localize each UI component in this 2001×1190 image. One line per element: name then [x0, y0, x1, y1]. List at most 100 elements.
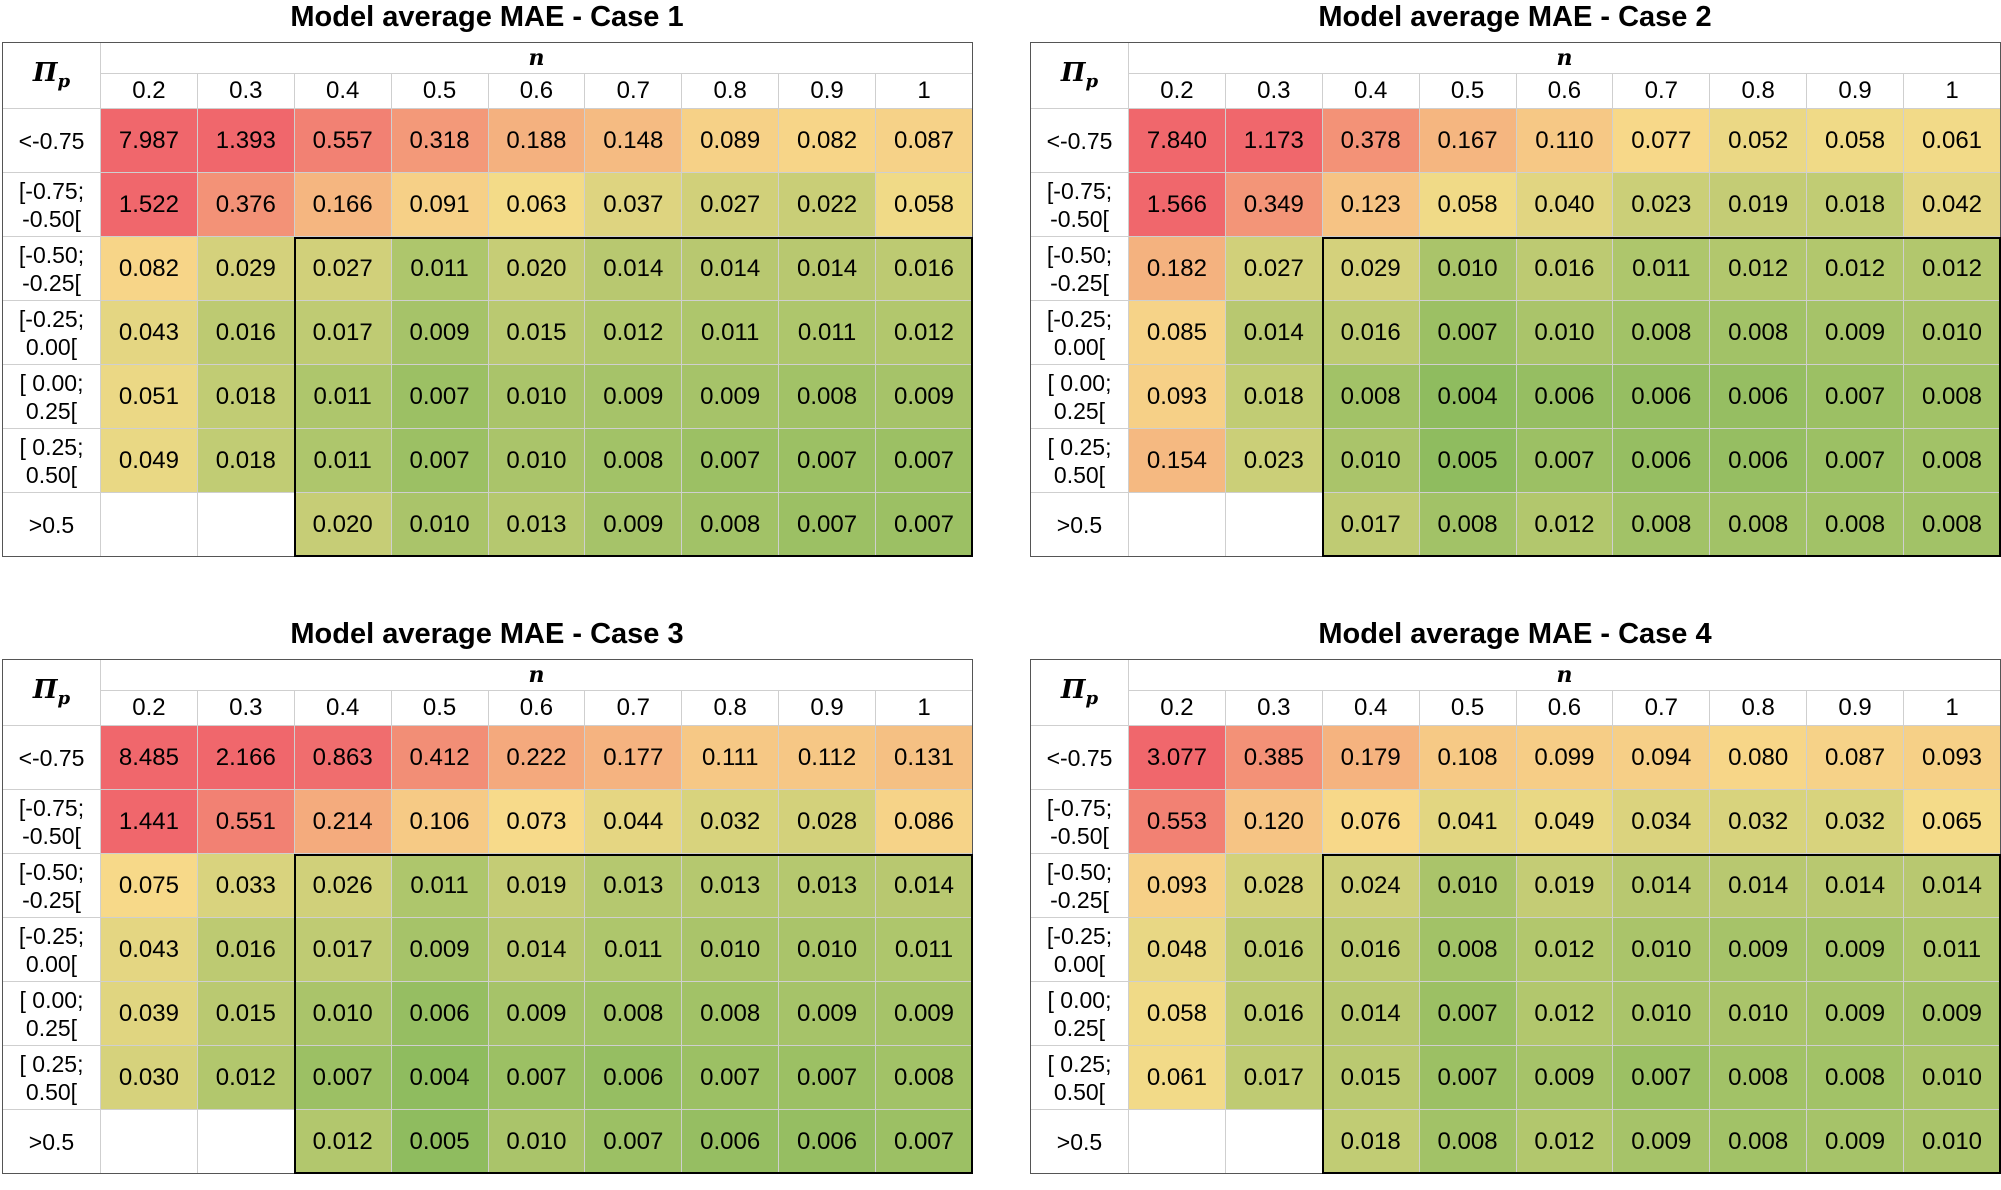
heatmap-cell: 0.014	[1806, 853, 1904, 918]
heatmap-cell: 0.008	[584, 981, 683, 1046]
column-tick-label: 0.9	[778, 690, 876, 726]
heatmap-cell: 0.089	[681, 108, 780, 173]
heatmap-cell: 0.016	[1515, 236, 1614, 301]
column-tick-label: 0.5	[390, 690, 489, 726]
heatmap-cell: 0.177	[584, 725, 683, 790]
heatmap-cell: 0.007	[875, 1109, 973, 1174]
heatmap-cell: 0.015	[196, 981, 295, 1046]
heatmap-cell: 0.005	[1418, 428, 1517, 493]
heatmap-cell: 1.173	[1224, 108, 1323, 173]
heatmap-cell: 0.006	[1612, 364, 1711, 429]
heatmap-cell: 0.058	[1418, 172, 1517, 237]
heatmap-cell: 0.008	[1903, 364, 2001, 429]
heatmap-cell: 0.012	[1515, 981, 1614, 1046]
heatmap-cell: 0.009	[584, 492, 683, 557]
heatmap-cell: 0.082	[100, 236, 198, 301]
heatmap-table: Πp n 0.2 0.3 0.4 0.5 0.6 0.7 0.8 0.9 1 <-0.75 7.840 1…	[1030, 42, 2001, 557]
heatmap-cell: 0.010	[1418, 236, 1517, 301]
heatmap-cell: 0.018	[196, 428, 295, 493]
heatmap-cell: 0.010	[681, 917, 780, 982]
heatmap-cell: 0.080	[1709, 725, 1808, 790]
heatmap-cell: 0.013	[778, 853, 876, 918]
row-tick-label: >0.5	[2, 492, 101, 557]
column-tick-label: 1	[1903, 73, 2001, 109]
heatmap-table: Πp n 0.2 0.3 0.4 0.5 0.6 0.7 0.8 0.9 1 <-0.75 8.485 2…	[2, 659, 973, 1174]
heatmap-cell: 0.058	[1128, 981, 1226, 1046]
row-axis-label-text: Πp	[32, 58, 71, 93]
heatmap-cell: 0.014	[1612, 853, 1711, 918]
heatmap-cell: 0.010	[487, 364, 586, 429]
row-axis-label-text: Πp	[1060, 675, 1099, 710]
heatmap-cell: 0.010	[1903, 1109, 2001, 1174]
heatmap-cell: 0.008	[1418, 917, 1517, 982]
heatmap-cell: 0.026	[293, 853, 392, 918]
heatmap-cell-empty	[196, 1109, 295, 1174]
heatmap-cell: 0.011	[681, 300, 780, 365]
heatmap-cell: 0.009	[681, 364, 780, 429]
row-tick-label: [-0.50; -0.25[	[2, 236, 101, 301]
row-tick-label: [ 0.25; 0.50[	[1030, 1045, 1129, 1110]
heatmap-cell: 0.014	[584, 236, 683, 301]
heatmap-cell: 0.052	[1709, 108, 1808, 173]
heatmap-cell: 0.093	[1128, 364, 1226, 429]
heatmap-cell: 0.007	[1418, 300, 1517, 365]
column-tick-label: 0.7	[1612, 690, 1711, 726]
heatmap-cell: 0.010	[293, 981, 392, 1046]
heatmap-cell: 0.012	[196, 1045, 295, 1110]
heatmap-cell: 0.015	[487, 300, 586, 365]
row-tick-label: [-0.25; 0.00[	[2, 300, 101, 365]
heatmap-cell: 0.033	[196, 853, 295, 918]
heatmap-cell: 0.011	[293, 428, 392, 493]
heatmap-cell: 0.010	[778, 917, 876, 982]
heatmap-cell: 0.077	[1612, 108, 1711, 173]
heatmap-cell: 0.009	[584, 364, 683, 429]
column-tick-label: 0.4	[1321, 73, 1420, 109]
heatmap-cell: 0.553	[1128, 789, 1226, 854]
heatmap-cell: 0.010	[487, 428, 586, 493]
column-tick-label: 0.7	[584, 73, 683, 109]
heatmap-cell: 0.034	[1612, 789, 1711, 854]
heatmap-cell: 0.082	[778, 108, 876, 173]
heatmap-cell: 0.009	[1806, 300, 1904, 365]
heatmap-cell: 0.049	[1515, 789, 1614, 854]
heatmap-cell: 0.085	[1128, 300, 1226, 365]
heatmap-cell: 7.840	[1128, 108, 1226, 173]
heatmap-cell: 0.012	[1903, 236, 2001, 301]
heatmap-cell: 0.008	[1709, 300, 1808, 365]
column-tick-label: 1	[875, 690, 973, 726]
heatmap-cell: 0.010	[1612, 981, 1711, 1046]
heatmap-cell: 0.008	[1418, 492, 1517, 557]
heatmap-cell: 0.112	[778, 725, 876, 790]
heatmap-cell: 0.008	[1903, 492, 2001, 557]
heatmap-cell: 0.006	[681, 1109, 780, 1174]
chart-title: Model average MAE - Case 4	[1318, 618, 1712, 650]
heatmap-cell: 0.131	[875, 725, 973, 790]
column-tick-label: 0.9	[778, 73, 876, 109]
heatmap-cell: 0.009	[1515, 1045, 1614, 1110]
heatmap-cell: 0.037	[584, 172, 683, 237]
heatmap-panel-2: Model average MAE - Case 2 Πp n 0.2 0.3 0.4 0.…	[1030, 0, 2001, 557]
column-tick-label: 1	[875, 73, 973, 109]
heatmap-cell: 0.167	[1418, 108, 1517, 173]
heatmap-cell: 0.023	[1224, 428, 1323, 493]
row-axis-label: Πp	[2, 659, 101, 726]
row-tick-label: [-0.25; 0.00[	[1030, 300, 1129, 365]
heatmap-cell: 0.043	[100, 917, 198, 982]
heatmap-cell: 0.012	[1515, 492, 1614, 557]
heatmap-cell: 0.008	[681, 492, 780, 557]
heatmap-cell: 0.012	[584, 300, 683, 365]
row-tick-label: [-0.50; -0.25[	[1030, 236, 1129, 301]
heatmap-cell: 0.011	[875, 917, 973, 982]
heatmap-cell: 0.093	[1128, 853, 1226, 918]
heatmap-cell: 0.008	[1903, 428, 2001, 493]
heatmap-cell: 0.008	[1806, 492, 1904, 557]
heatmap-cell: 0.019	[1515, 853, 1614, 918]
column-tick-label: 0.9	[1806, 690, 1904, 726]
heatmap-cell: 0.029	[1321, 236, 1420, 301]
heatmap-panel-3: Model average MAE - Case 3 Πp n 0.2 0.3 0.4 0.…	[2, 617, 973, 1174]
heatmap-cell: 0.009	[487, 981, 586, 1046]
heatmap-panel-4: Model average MAE - Case 4 Πp n 0.2 0.3 0.4 0.…	[1030, 617, 2001, 1174]
heatmap-cell: 0.007	[293, 1045, 392, 1110]
heatmap-cell: 0.014	[1224, 300, 1323, 365]
heatmap-cell: 0.007	[778, 492, 876, 557]
